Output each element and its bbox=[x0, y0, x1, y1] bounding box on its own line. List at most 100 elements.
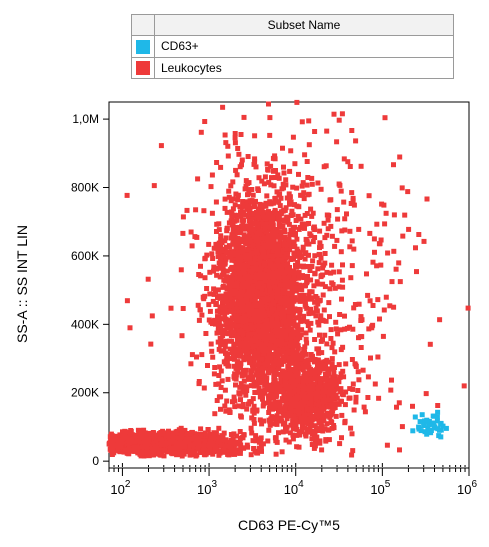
data-point bbox=[297, 274, 303, 280]
data-point bbox=[332, 374, 338, 380]
data-point bbox=[225, 376, 231, 382]
data-point bbox=[198, 440, 204, 446]
data-point bbox=[248, 425, 254, 431]
data-point bbox=[232, 398, 238, 404]
data-point bbox=[295, 260, 301, 265]
data-point bbox=[323, 371, 328, 377]
data-point bbox=[225, 293, 230, 298]
data-point bbox=[244, 350, 250, 356]
data-point bbox=[280, 303, 286, 309]
data-point bbox=[306, 142, 312, 148]
data-point bbox=[256, 385, 262, 391]
data-point bbox=[291, 239, 297, 245]
data-point bbox=[229, 277, 235, 283]
data-point bbox=[299, 298, 305, 304]
data-points bbox=[106, 99, 471, 459]
data-point bbox=[278, 217, 284, 223]
data-point bbox=[342, 227, 348, 233]
data-point bbox=[259, 178, 265, 184]
data-point bbox=[289, 391, 295, 396]
data-point bbox=[235, 212, 241, 218]
data-point bbox=[166, 428, 171, 434]
data-point bbox=[249, 187, 255, 192]
data-point bbox=[267, 296, 273, 302]
data-point bbox=[330, 408, 336, 414]
data-point bbox=[303, 433, 309, 439]
data-point bbox=[244, 297, 250, 302]
data-point bbox=[316, 388, 322, 394]
data-point bbox=[273, 298, 279, 304]
data-point bbox=[196, 317, 202, 323]
data-point bbox=[302, 225, 307, 231]
data-point bbox=[287, 430, 293, 436]
data-point bbox=[257, 280, 263, 286]
data-point bbox=[271, 244, 277, 250]
data-point bbox=[314, 398, 320, 404]
data-point bbox=[161, 447, 167, 453]
data-point bbox=[230, 179, 236, 185]
data-point bbox=[273, 198, 279, 204]
data-point bbox=[258, 290, 264, 296]
data-point bbox=[316, 346, 322, 352]
data-point bbox=[213, 430, 219, 436]
data-point bbox=[273, 350, 279, 356]
data-point bbox=[284, 416, 290, 422]
data-point bbox=[269, 306, 275, 312]
legend-table: Subset Name CD63+ Leukocytes bbox=[131, 13, 454, 80]
data-point bbox=[253, 438, 259, 444]
data-point bbox=[251, 403, 257, 409]
data-point bbox=[281, 170, 287, 176]
data-point bbox=[253, 234, 259, 240]
data-point bbox=[122, 433, 128, 439]
data-point bbox=[243, 202, 249, 208]
data-point bbox=[249, 268, 255, 274]
data-point bbox=[233, 255, 239, 261]
data-point bbox=[316, 350, 322, 356]
data-point bbox=[313, 313, 319, 319]
data-point bbox=[263, 216, 268, 222]
data-point bbox=[223, 140, 229, 146]
data-point bbox=[249, 303, 255, 309]
data-point bbox=[252, 133, 258, 139]
data-point bbox=[187, 442, 193, 448]
data-point bbox=[246, 248, 252, 254]
data-point bbox=[274, 413, 280, 419]
data-point bbox=[237, 384, 243, 390]
data-point bbox=[169, 430, 175, 436]
data-point bbox=[207, 448, 213, 454]
data-point bbox=[318, 186, 324, 192]
data-point bbox=[285, 350, 291, 356]
data-point bbox=[324, 399, 329, 405]
data-point bbox=[266, 410, 272, 415]
data-point bbox=[119, 440, 125, 446]
data-point bbox=[245, 341, 251, 347]
data-point bbox=[254, 230, 260, 236]
data-point bbox=[339, 398, 344, 404]
data-point bbox=[333, 401, 339, 407]
data-point bbox=[261, 181, 267, 187]
data-point bbox=[269, 317, 275, 322]
data-point bbox=[291, 280, 297, 286]
data-point bbox=[353, 394, 359, 400]
data-point bbox=[245, 223, 250, 229]
data-point bbox=[281, 412, 287, 418]
data-point bbox=[215, 287, 221, 293]
data-point bbox=[276, 175, 282, 181]
data-point bbox=[255, 362, 261, 368]
data-point bbox=[207, 269, 213, 275]
data-point bbox=[229, 209, 235, 215]
data-point bbox=[281, 316, 287, 322]
data-point bbox=[237, 391, 243, 397]
data-point bbox=[232, 439, 238, 445]
data-point bbox=[206, 302, 212, 308]
data-point bbox=[237, 450, 243, 456]
data-point bbox=[117, 432, 123, 438]
data-point bbox=[246, 227, 252, 233]
data-point bbox=[242, 372, 248, 378]
data-point bbox=[275, 353, 281, 359]
data-point bbox=[349, 238, 355, 244]
data-point bbox=[252, 257, 258, 263]
data-point bbox=[238, 397, 243, 403]
data-point bbox=[247, 198, 253, 204]
data-point bbox=[245, 154, 251, 159]
